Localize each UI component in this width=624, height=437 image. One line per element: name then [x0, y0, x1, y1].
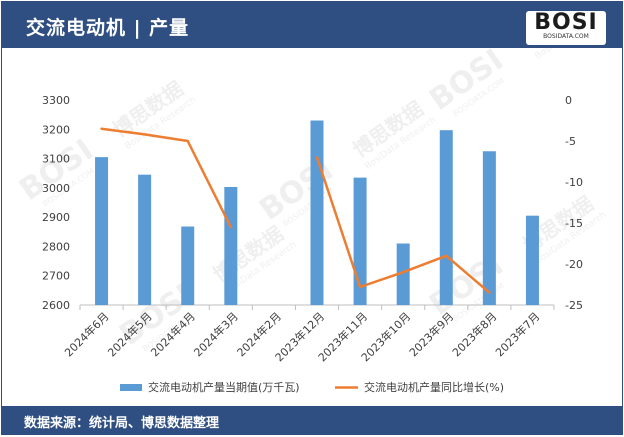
- y-right-tick-label: -15: [565, 217, 583, 230]
- line-layer: [100, 127, 491, 294]
- line-point: [445, 254, 448, 257]
- bar: [181, 226, 195, 305]
- line-point: [229, 225, 233, 229]
- y-left-tick-label: 3200: [42, 123, 70, 136]
- y-right-tick-label: -10: [565, 176, 583, 189]
- line-point: [488, 291, 491, 294]
- y-right-tick-label: -5: [565, 135, 576, 148]
- brand-logo: BOSI BOSIDATA.COM: [526, 10, 606, 45]
- bars-layer: [95, 120, 539, 305]
- y-left-tick-label: 3100: [42, 153, 70, 166]
- data-source: 数据来源：统计局、博思数据整理: [24, 416, 220, 431]
- legend-bar-swatch: [120, 384, 142, 391]
- legend: 交流电动机产量当期值(万千瓦) 交流电动机产量同比增长(%): [120, 380, 504, 394]
- line-point: [358, 285, 362, 289]
- legend-bar-label: 交流电动机产量当期值(万千瓦): [148, 380, 300, 394]
- y-right-tick-label: -20: [565, 258, 583, 271]
- bar: [482, 151, 496, 305]
- header-bar: 交流电动机 | 产量 BOSI BOSIDATA.COM: [2, 2, 622, 48]
- bar: [95, 157, 109, 305]
- bar: [353, 177, 367, 305]
- logo-text: BOSI: [534, 10, 598, 35]
- watermark-text: 博思数据: [518, 48, 597, 52]
- x-tick-label: 2024年6月: [61, 309, 111, 359]
- x-tick-label: 2023年7月: [492, 309, 542, 359]
- y-left-tick-label: 3300: [42, 94, 70, 107]
- legend-line-label: 交流电动机产量同比增长(%): [364, 380, 504, 394]
- x-tick-label: 2023年9月: [406, 309, 456, 359]
- bar: [310, 120, 324, 305]
- y-left-tick-label: 2600: [42, 299, 70, 312]
- bar: [525, 215, 539, 305]
- line-point: [401, 271, 405, 274]
- chart-title: 交流电动机 | 产量: [26, 17, 190, 39]
- bar: [396, 243, 410, 305]
- footer-bar: 数据来源：统计局、博思数据整理: [2, 406, 622, 434]
- bar: [224, 186, 238, 305]
- line-point: [100, 127, 103, 130]
- line-point: [315, 156, 319, 159]
- line-point: [186, 139, 189, 143]
- y-left-tick-label: 2700: [42, 270, 70, 283]
- bar: [138, 174, 152, 305]
- x-tick-label: 2024年3月: [191, 309, 241, 359]
- bar: [439, 130, 453, 305]
- watermark-sub: BosiData Research: [533, 48, 608, 62]
- y-left-tick-label: 3000: [42, 182, 70, 195]
- series-line: [101, 127, 232, 228]
- y-right-tick-label: 0: [565, 94, 572, 107]
- y-left-tick-label: 2900: [42, 211, 70, 224]
- y-right-tick-label: -25: [565, 299, 583, 312]
- y-left-tick-label: 2800: [42, 240, 70, 253]
- logo-subtext: BOSIDATA.COM: [543, 33, 589, 40]
- line-point: [143, 133, 146, 136]
